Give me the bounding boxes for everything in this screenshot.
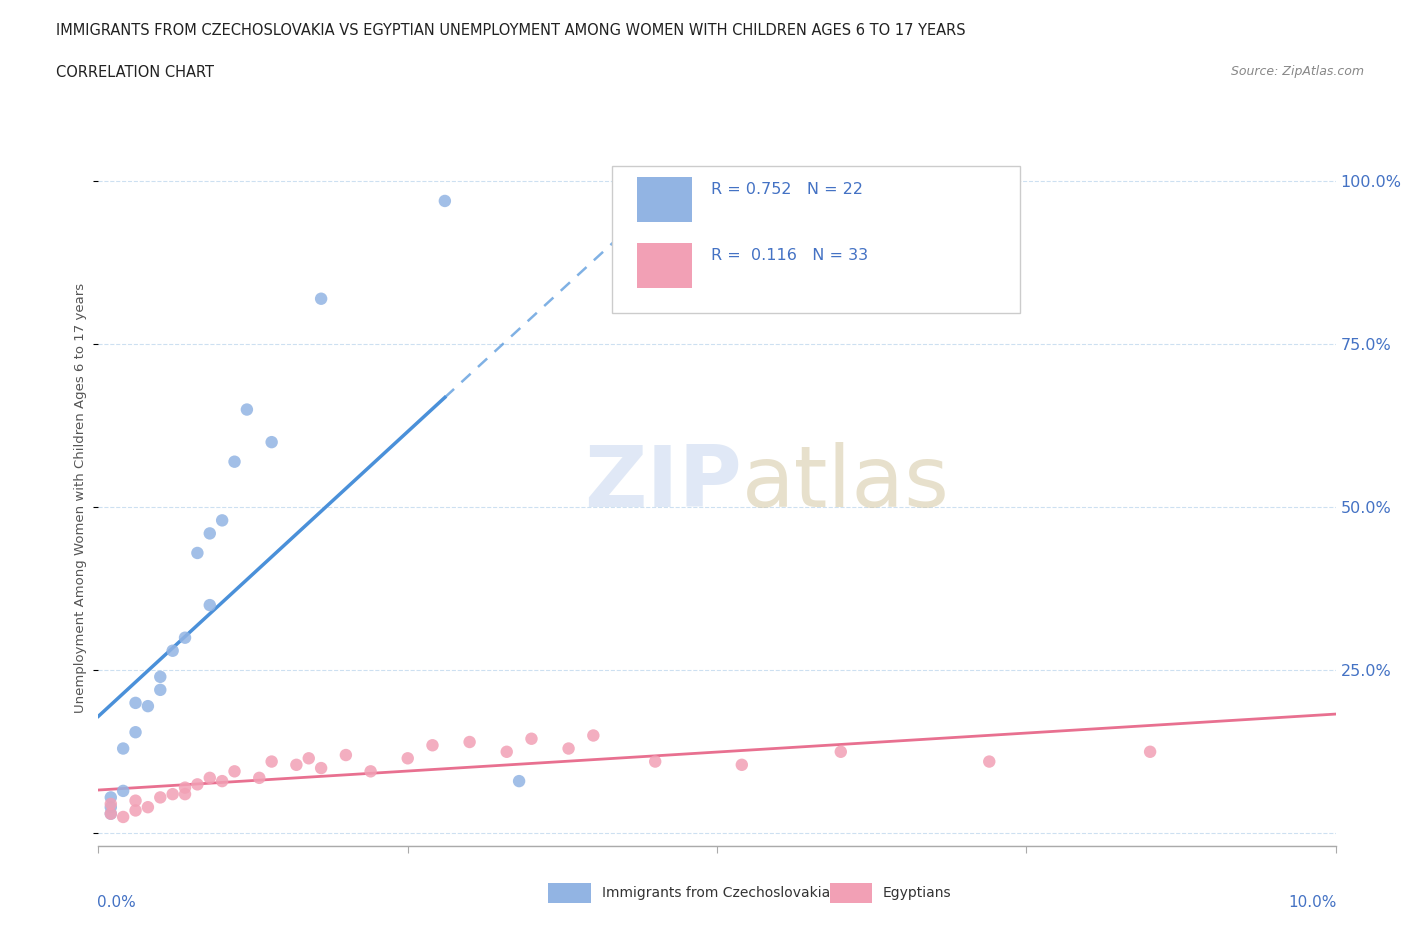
Point	[211, 513, 233, 528]
Point	[162, 787, 184, 802]
Point	[149, 670, 172, 684]
Point	[174, 780, 197, 795]
Text: 0.0%: 0.0%	[97, 895, 136, 910]
Point	[260, 434, 283, 449]
Point	[557, 741, 579, 756]
Point	[236, 402, 259, 417]
FancyBboxPatch shape	[637, 177, 692, 222]
Point	[247, 770, 270, 785]
Point	[224, 764, 246, 778]
Point	[112, 741, 135, 756]
Point	[124, 724, 146, 739]
Point	[433, 193, 456, 208]
Text: 10.0%: 10.0%	[1288, 895, 1337, 910]
Point	[458, 735, 481, 750]
Point	[335, 748, 357, 763]
Text: atlas: atlas	[742, 442, 950, 525]
Text: CORRELATION CHART: CORRELATION CHART	[56, 65, 214, 80]
Y-axis label: Unemployment Among Women with Children Ages 6 to 17 years: Unemployment Among Women with Children A…	[75, 283, 87, 712]
Point	[396, 751, 419, 765]
Point	[1139, 744, 1161, 759]
Text: Source: ZipAtlas.com: Source: ZipAtlas.com	[1230, 65, 1364, 78]
Point	[124, 793, 146, 808]
Point	[422, 737, 444, 752]
Point	[198, 598, 221, 613]
Point	[508, 774, 530, 789]
Point	[100, 806, 122, 821]
Text: ZIP: ZIP	[583, 442, 742, 525]
Point	[298, 751, 321, 765]
Point	[112, 783, 135, 798]
Point	[136, 698, 159, 713]
Point	[979, 754, 1001, 769]
Text: R = 0.752   N = 22: R = 0.752 N = 22	[711, 182, 863, 197]
FancyBboxPatch shape	[637, 243, 692, 288]
Text: Immigrants from Czechoslovakia: Immigrants from Czechoslovakia	[602, 885, 830, 900]
Point	[149, 683, 172, 698]
Text: IMMIGRANTS FROM CZECHOSLOVAKIA VS EGYPTIAN UNEMPLOYMENT AMONG WOMEN WITH CHILDRE: IMMIGRANTS FROM CZECHOSLOVAKIA VS EGYPTI…	[56, 23, 966, 38]
Text: Egyptians: Egyptians	[883, 885, 952, 900]
Point	[100, 796, 122, 811]
Point	[211, 774, 233, 789]
Point	[186, 777, 208, 791]
Point	[149, 790, 172, 804]
Point	[100, 806, 122, 821]
Point	[260, 754, 283, 769]
Point	[162, 644, 184, 658]
Point	[731, 757, 754, 772]
Point	[582, 728, 605, 743]
Point	[198, 770, 221, 785]
Point	[136, 800, 159, 815]
Point	[100, 800, 122, 815]
Point	[100, 790, 122, 804]
Point	[112, 809, 135, 824]
Point	[644, 754, 666, 769]
Point	[198, 526, 221, 541]
Point	[174, 787, 197, 802]
FancyBboxPatch shape	[612, 166, 1021, 312]
Point	[309, 761, 332, 776]
Point	[495, 744, 517, 759]
Point	[186, 546, 208, 561]
Point	[124, 803, 146, 817]
Point	[124, 696, 146, 711]
Point	[830, 744, 852, 759]
Point	[520, 731, 543, 746]
Point	[224, 454, 246, 469]
Point	[285, 757, 308, 772]
Text: R =  0.116   N = 33: R = 0.116 N = 33	[711, 248, 868, 263]
Point	[309, 291, 332, 306]
Point	[174, 631, 197, 645]
Point	[360, 764, 382, 778]
